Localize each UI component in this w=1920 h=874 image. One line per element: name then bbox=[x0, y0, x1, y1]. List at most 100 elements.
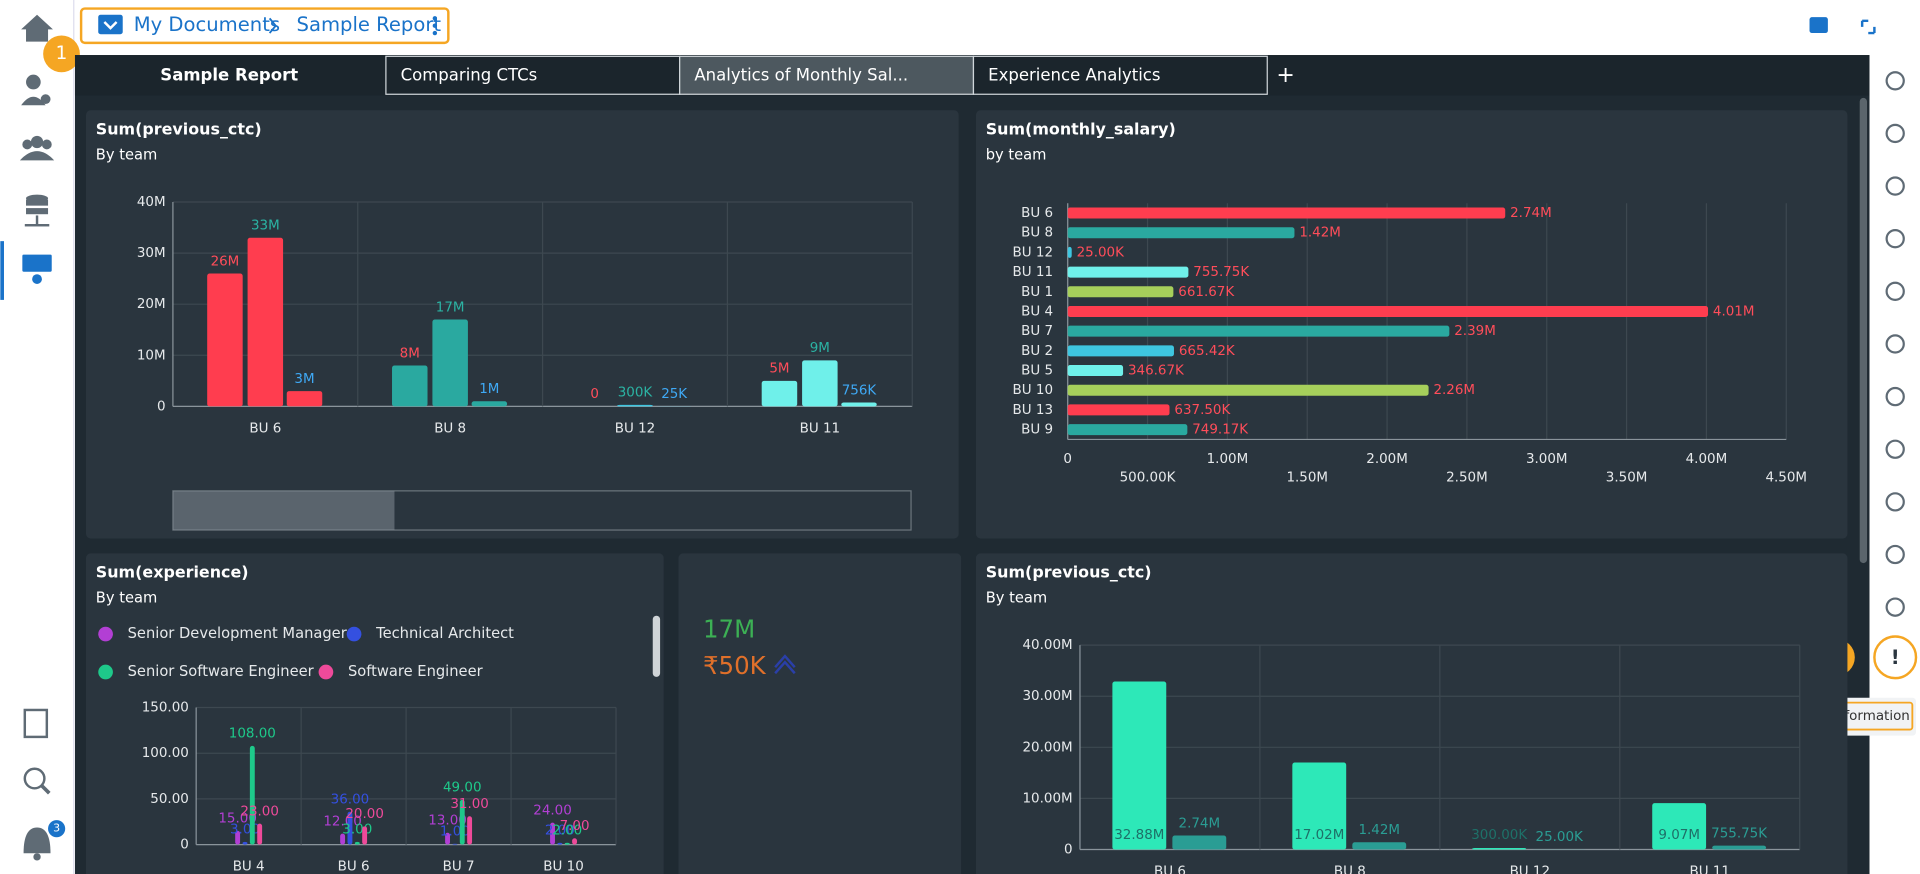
tab[interactable] bbox=[385, 55, 681, 95]
bar bbox=[354, 841, 360, 845]
panel-bg bbox=[678, 553, 962, 874]
value-label: 32.88M bbox=[1114, 828, 1164, 843]
tab-label[interactable]: Experience Analytics bbox=[988, 65, 1160, 84]
right-toolbar bbox=[1869, 55, 1920, 874]
legend-label[interactable]: Software Engineer bbox=[348, 663, 484, 680]
bar bbox=[1067, 345, 1174, 357]
legend-marker[interactable] bbox=[346, 626, 362, 642]
tool-button[interactable] bbox=[1885, 334, 1905, 354]
bar bbox=[249, 745, 255, 845]
tool-button[interactable] bbox=[1885, 386, 1905, 407]
tool-button[interactable] bbox=[1885, 544, 1905, 565]
tab[interactable] bbox=[972, 55, 1268, 95]
y-tick-label: 10.00M bbox=[1022, 791, 1072, 806]
fullscreen-icon[interactable] bbox=[1860, 19, 1876, 35]
home-icon[interactable] bbox=[21, 14, 53, 42]
value-label: 1.42M bbox=[1358, 823, 1400, 838]
tool-button[interactable] bbox=[1885, 492, 1905, 512]
value-label: 4.01M bbox=[1713, 304, 1755, 319]
tool-button[interactable] bbox=[1885, 123, 1905, 144]
chart-panel: Sum(previous_ctc) By team 0 10M 20M 30M 40M BU … bbox=[86, 110, 959, 539]
bar bbox=[1352, 842, 1407, 850]
navigator-window[interactable] bbox=[172, 490, 395, 531]
legend-label[interactable]: Senior Development Manager bbox=[128, 625, 348, 642]
y-tick-label: BU 12 bbox=[1013, 245, 1053, 260]
x-tick-label: BU 8 bbox=[434, 421, 466, 436]
value-label: 2.74M bbox=[1179, 816, 1221, 831]
tab-label[interactable]: Analytics of Monthly Sal... bbox=[694, 65, 908, 84]
y-tick-label: BU 10 bbox=[1013, 383, 1053, 398]
bar bbox=[242, 841, 248, 845]
tool-button[interactable] bbox=[1885, 176, 1905, 196]
comment-icon[interactable] bbox=[1809, 17, 1828, 34]
value-label: 31.00 bbox=[450, 797, 489, 812]
chart-panel: Sum(experience) By team 0 50.00 100.00 150.00… bbox=[86, 553, 664, 874]
bar bbox=[1067, 207, 1506, 219]
value-label: 1.42M bbox=[1299, 226, 1341, 241]
x-tick-label: BU 12 bbox=[615, 421, 655, 436]
report-icon[interactable] bbox=[23, 708, 49, 739]
bar bbox=[1292, 762, 1347, 850]
kpi-value: ₹50K bbox=[703, 651, 767, 680]
tool-icon bbox=[1885, 334, 1905, 354]
data-icon[interactable] bbox=[24, 224, 50, 227]
x-tick-label: 0 bbox=[1063, 452, 1072, 467]
breadcrumb-folder[interactable]: My Documents bbox=[134, 13, 280, 36]
chart-subtitle: by team bbox=[986, 146, 1047, 163]
legend-scrollbar[interactable] bbox=[652, 615, 661, 677]
tool-button[interactable] bbox=[1885, 229, 1905, 249]
search-doc-icon[interactable] bbox=[23, 767, 46, 790]
charts: Sum(previous_ctc) By team 0 10M 20M 30M 40M BU … bbox=[86, 110, 1848, 874]
value-label: 300K bbox=[618, 386, 654, 401]
value-label: 2.26M bbox=[1433, 383, 1475, 398]
x-tick-label: 2.00M bbox=[1366, 452, 1408, 467]
bar bbox=[467, 816, 473, 845]
folder-icon[interactable] bbox=[98, 14, 123, 35]
tool-button[interactable] bbox=[1885, 439, 1905, 459]
legend-marker[interactable] bbox=[98, 626, 113, 642]
bar bbox=[452, 843, 458, 845]
dashboard-icon[interactable] bbox=[22, 254, 52, 272]
users-icon[interactable] bbox=[19, 151, 55, 161]
value-label: 17M bbox=[436, 300, 465, 315]
tool-button[interactable] bbox=[1885, 71, 1905, 91]
y-tick-label: BU 4 bbox=[1021, 304, 1053, 319]
value-label: 755.75K bbox=[1711, 826, 1768, 841]
tool-button[interactable] bbox=[1885, 597, 1905, 617]
legend-label[interactable]: Senior Software Engineer bbox=[128, 663, 315, 680]
bar bbox=[1712, 845, 1767, 850]
callout-1 bbox=[43, 35, 80, 73]
legend-label[interactable]: Technical Architect bbox=[375, 625, 514, 642]
y-tick-label: 30M bbox=[137, 246, 166, 261]
y-tick-label: 0 bbox=[180, 838, 189, 853]
legend-marker[interactable] bbox=[98, 664, 113, 680]
tab-label[interactable]: Sample Report bbox=[160, 65, 298, 84]
y-tick-label: 20.00M bbox=[1022, 740, 1072, 755]
x-tick-label: 2.50M bbox=[1446, 470, 1488, 485]
chart-title: Sum(previous_ctc) bbox=[96, 119, 262, 138]
tool-icon bbox=[1885, 492, 1905, 512]
notification-icon[interactable] bbox=[23, 827, 51, 854]
data-store-info-icon[interactable]: ! bbox=[1891, 646, 1900, 669]
sidebar-icons bbox=[0, 14, 55, 861]
bar bbox=[347, 811, 353, 845]
value-label: 25K bbox=[661, 387, 688, 402]
x-tick-label: 500.00K bbox=[1120, 470, 1177, 485]
value-label: 5M bbox=[769, 362, 789, 377]
add-tab[interactable]: + bbox=[1276, 63, 1294, 88]
tab-label[interactable]: Comparing CTCs bbox=[401, 65, 538, 84]
chart-panel: 17M ₹50K bbox=[678, 553, 962, 874]
value-label: 3.00 bbox=[230, 823, 260, 838]
bar bbox=[841, 402, 877, 407]
callout-1-label: 1 bbox=[56, 43, 68, 64]
scrollbar[interactable] bbox=[1859, 97, 1868, 564]
tool-button[interactable] bbox=[1885, 281, 1905, 302]
x-tick-label: 4.50M bbox=[1765, 470, 1807, 485]
user-settings-icon[interactable] bbox=[26, 74, 41, 90]
tabs: Sample Report Comparing CTCs Analytics of … bbox=[160, 55, 1268, 95]
x-tick-label: BU 8 bbox=[1334, 865, 1366, 874]
value-label: 346.67K bbox=[1128, 364, 1185, 379]
more-menu[interactable] bbox=[432, 16, 438, 36]
x-tick-label: 1.50M bbox=[1286, 470, 1328, 485]
legend-marker[interactable] bbox=[318, 664, 334, 680]
